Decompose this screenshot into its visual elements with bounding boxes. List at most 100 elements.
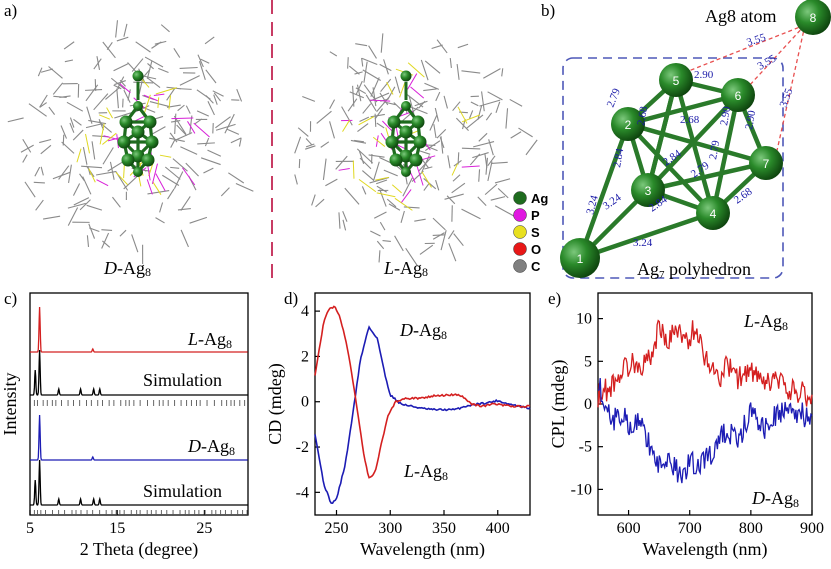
d-ag8-series-label: D-Ag8 <box>399 320 447 342</box>
ag-atom-number: 6 <box>735 89 742 103</box>
carbon-bond <box>393 102 401 110</box>
carbon-bond <box>40 166 44 176</box>
carbon-bond <box>66 101 84 112</box>
carbon-bond <box>170 166 180 169</box>
s-bond <box>152 181 162 195</box>
carbon-bond <box>394 235 404 252</box>
carbon-bond <box>166 86 182 90</box>
carbon-bond <box>487 91 503 101</box>
y-tick-label: -4 <box>296 484 309 501</box>
carbon-bond <box>435 91 441 102</box>
carbon-bond <box>60 125 68 139</box>
ag-atom-2 <box>611 107 645 141</box>
x-tick-label: 350 <box>432 520 456 537</box>
ag-atom-number: 2 <box>625 118 632 132</box>
carbon-bond <box>205 69 217 84</box>
y-tick-label: -5 <box>579 439 592 456</box>
legend-label-ag: Ag <box>531 191 548 206</box>
y-tick-label: -2 <box>296 439 309 456</box>
s-bond <box>155 87 177 95</box>
s-bond <box>342 119 351 132</box>
carbon-bond <box>370 230 381 237</box>
ag-ag-bond <box>577 210 716 261</box>
carbon-bond <box>109 161 115 180</box>
carbon-bond <box>205 95 214 104</box>
carbon-bond <box>478 169 481 182</box>
s-bond <box>386 81 394 95</box>
l-ag8-molecule-image <box>294 33 538 266</box>
ag-atom <box>387 115 401 129</box>
carbon-bond <box>101 229 113 231</box>
ag-atom <box>385 135 399 149</box>
s-bond <box>85 133 90 154</box>
carbon-bond <box>431 44 443 49</box>
carbon-bond <box>473 141 495 148</box>
s-bond <box>399 82 406 98</box>
carbon-bond <box>378 250 381 263</box>
bond-length-label: 2.90 <box>694 69 714 81</box>
carbon-bond <box>423 183 430 191</box>
carbon-bond <box>102 147 114 165</box>
carbon-bond <box>91 141 96 160</box>
carbon-bond <box>432 232 445 240</box>
ag-ag-bond <box>577 121 631 261</box>
carbon-bond <box>485 157 489 175</box>
carbon-bond <box>123 23 128 37</box>
pxrd-line-1 <box>30 349 248 396</box>
p-bond <box>407 73 418 90</box>
y-tick-label: -10 <box>571 481 592 498</box>
ag8-distance-label: 3.55 <box>745 31 767 49</box>
carbon-bond <box>446 195 456 205</box>
carbon-bond <box>52 82 64 95</box>
carbon-bond <box>518 127 533 138</box>
d-ag8-caption: D-Ag8 <box>103 258 151 279</box>
carbon-bond <box>434 107 440 122</box>
carbon-bond <box>133 81 154 84</box>
carbon-bond <box>368 45 377 59</box>
ag-atom-3 <box>631 173 665 207</box>
carbon-bond <box>68 164 72 184</box>
pxrd-line-0 <box>30 306 248 353</box>
s-bond <box>106 107 113 119</box>
legend-swatch-c <box>513 259 527 273</box>
cpl-chart: 600 700 800 900 -10 -5 0 5 10 Wavelength (nm) CPL … <box>548 292 824 560</box>
carbon-bond <box>379 63 392 72</box>
carbon-bond <box>119 79 126 87</box>
s-bond <box>421 171 432 188</box>
carbon-bond <box>98 121 112 133</box>
carbon-bond <box>440 136 444 154</box>
l-ag8-caption: L-Ag8 <box>383 258 428 279</box>
carbon-bond <box>173 171 184 190</box>
cpl-line-d-ag8 <box>597 377 813 484</box>
carbon-bond <box>72 183 81 196</box>
p-bond <box>182 167 196 186</box>
carbon-bond <box>379 221 386 231</box>
pxrd-chart: 5 15 25 2 Theta (degree) Intensity L-Ag8 D-Ag8… <box>0 292 249 560</box>
s-bond <box>457 106 468 124</box>
carbon-bond <box>419 244 434 255</box>
p-bond <box>193 122 210 138</box>
bond-length-label: 2.84 <box>611 147 626 169</box>
ag8-distance-label: 3.55 <box>756 52 779 72</box>
ag7-polyhedron: 1 2 3 4 5 6 7 8 3.55 3.55 3.55 2.79 2.90 2.68 2.84 2.90… <box>560 0 831 278</box>
carbon-bond <box>361 186 367 195</box>
carbon-bond <box>67 202 86 209</box>
legend-swatch-ag <box>513 191 527 205</box>
carbon-bond <box>144 56 164 68</box>
ag-atom-number: 1 <box>577 252 584 266</box>
polyhedron-label: Ag7 polyhedron <box>637 259 751 281</box>
carbon-bond <box>497 187 509 199</box>
panel-label-c: c) <box>4 289 17 308</box>
carbon-bond <box>158 67 169 73</box>
x-tick-label: 400 <box>486 520 510 537</box>
carbon-bond <box>40 144 52 155</box>
carbon-bond <box>322 158 327 180</box>
x-axis-label: 2 Theta (degree) <box>80 539 199 560</box>
carbon-bond <box>490 196 506 201</box>
carbon-bond <box>106 41 113 51</box>
ag-atom <box>131 125 145 139</box>
carbon-bond <box>116 36 129 42</box>
carbon-bond <box>119 229 127 237</box>
carbon-bond <box>212 90 224 97</box>
